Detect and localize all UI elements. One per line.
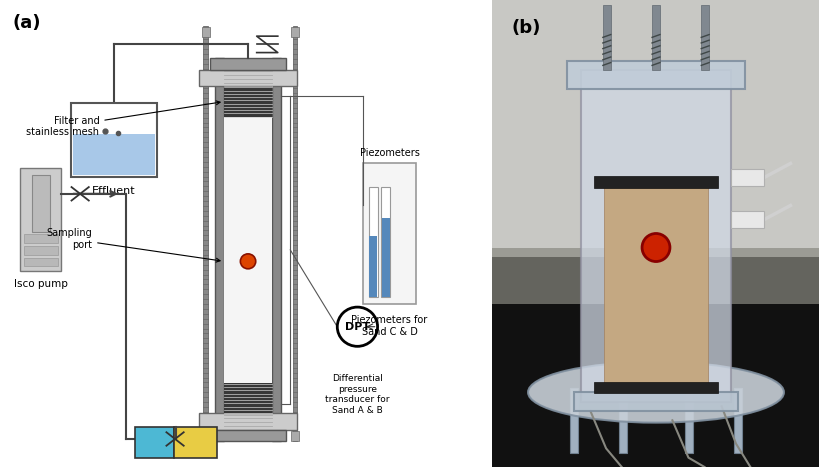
Bar: [567, 61, 744, 89]
Bar: [733, 388, 741, 453]
Bar: [369, 187, 377, 297]
Bar: [198, 413, 297, 430]
Text: (a): (a): [13, 14, 42, 32]
Bar: [602, 5, 610, 70]
Bar: [651, 5, 659, 70]
Text: Differential
pressure
transducer for
Sand A & B: Differential pressure transducer for San…: [325, 375, 389, 415]
Bar: [603, 187, 708, 383]
Bar: [224, 86, 272, 413]
Bar: [135, 427, 174, 458]
Bar: [291, 27, 299, 37]
Bar: [201, 27, 210, 37]
Text: (b): (b): [511, 19, 541, 37]
Text: Effluent: Effluent: [92, 186, 135, 196]
Bar: [201, 431, 210, 441]
Bar: [210, 58, 286, 70]
Ellipse shape: [641, 234, 669, 262]
Bar: [70, 103, 156, 177]
Bar: [491, 0, 819, 257]
Bar: [369, 236, 377, 297]
Bar: [24, 234, 57, 243]
Bar: [381, 187, 390, 297]
Text: Piezometers for
Sand C & D: Piezometers for Sand C & D: [351, 315, 428, 337]
Text: DPT: DPT: [345, 322, 369, 332]
Bar: [24, 246, 57, 255]
Bar: [215, 58, 224, 441]
Bar: [224, 86, 272, 117]
Bar: [198, 70, 297, 86]
Bar: [618, 388, 627, 453]
Bar: [593, 382, 717, 393]
Bar: [224, 70, 272, 86]
Bar: [174, 427, 216, 458]
Bar: [224, 383, 272, 413]
Bar: [731, 169, 763, 186]
Bar: [569, 388, 577, 453]
Bar: [593, 176, 717, 188]
Bar: [20, 168, 61, 271]
Bar: [272, 58, 280, 441]
Bar: [731, 211, 763, 228]
Bar: [684, 388, 692, 453]
Bar: [580, 70, 731, 402]
Bar: [491, 248, 819, 304]
Bar: [700, 5, 708, 70]
Bar: [73, 134, 154, 175]
Text: Piezometers: Piezometers: [360, 148, 419, 158]
Bar: [24, 258, 57, 266]
Bar: [203, 26, 208, 441]
Circle shape: [240, 254, 256, 269]
Bar: [382, 218, 389, 297]
Bar: [363, 163, 415, 304]
Bar: [210, 430, 286, 441]
Bar: [573, 392, 737, 411]
Bar: [32, 175, 50, 232]
Bar: [292, 26, 297, 441]
Text: Filter and
stainless mesh: Filter and stainless mesh: [26, 101, 219, 137]
Bar: [224, 413, 272, 430]
Bar: [291, 431, 299, 441]
Circle shape: [337, 307, 377, 347]
Text: Sampling
port: Sampling port: [47, 228, 219, 262]
Ellipse shape: [527, 362, 783, 423]
Text: Isco pump: Isco pump: [14, 279, 67, 289]
